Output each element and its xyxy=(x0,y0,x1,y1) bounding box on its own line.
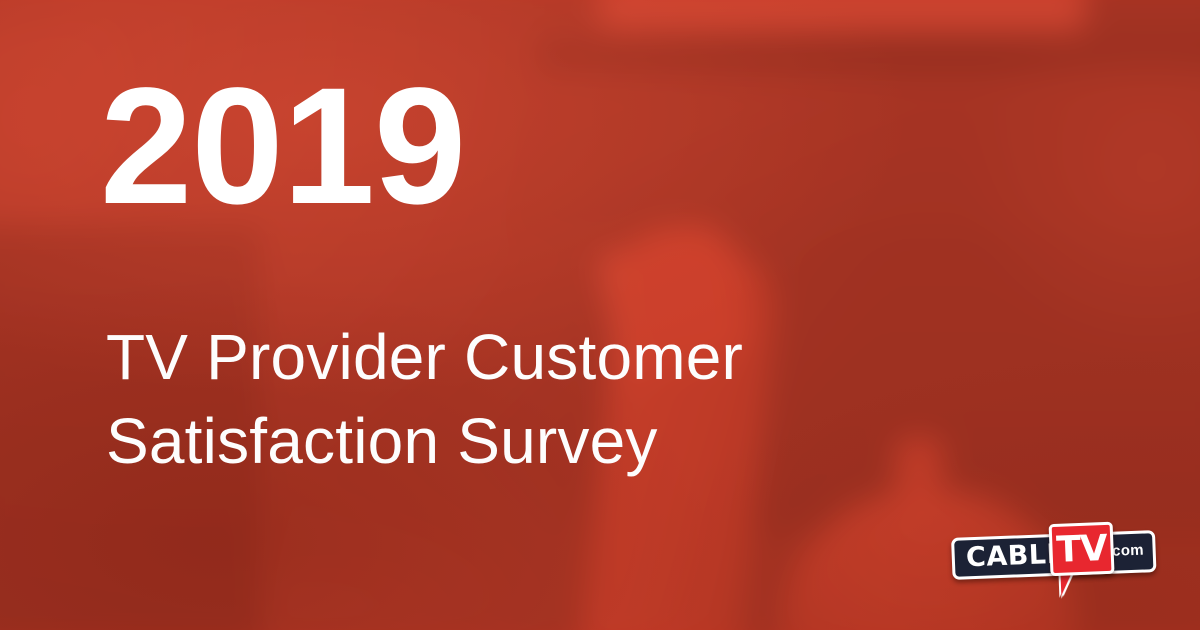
subtitle-line-2: Satisfaction Survey xyxy=(106,404,658,477)
logo-text-tv: TV xyxy=(1055,527,1108,571)
banner-subtitle: TV Provider Customer Satisfaction Survey xyxy=(106,316,866,484)
year-heading: 2019 xyxy=(100,54,466,239)
subtitle-line-1: TV Provider Customer xyxy=(106,321,744,393)
cabletv-logo[interactable]: CABLE .com TV xyxy=(947,520,1162,602)
